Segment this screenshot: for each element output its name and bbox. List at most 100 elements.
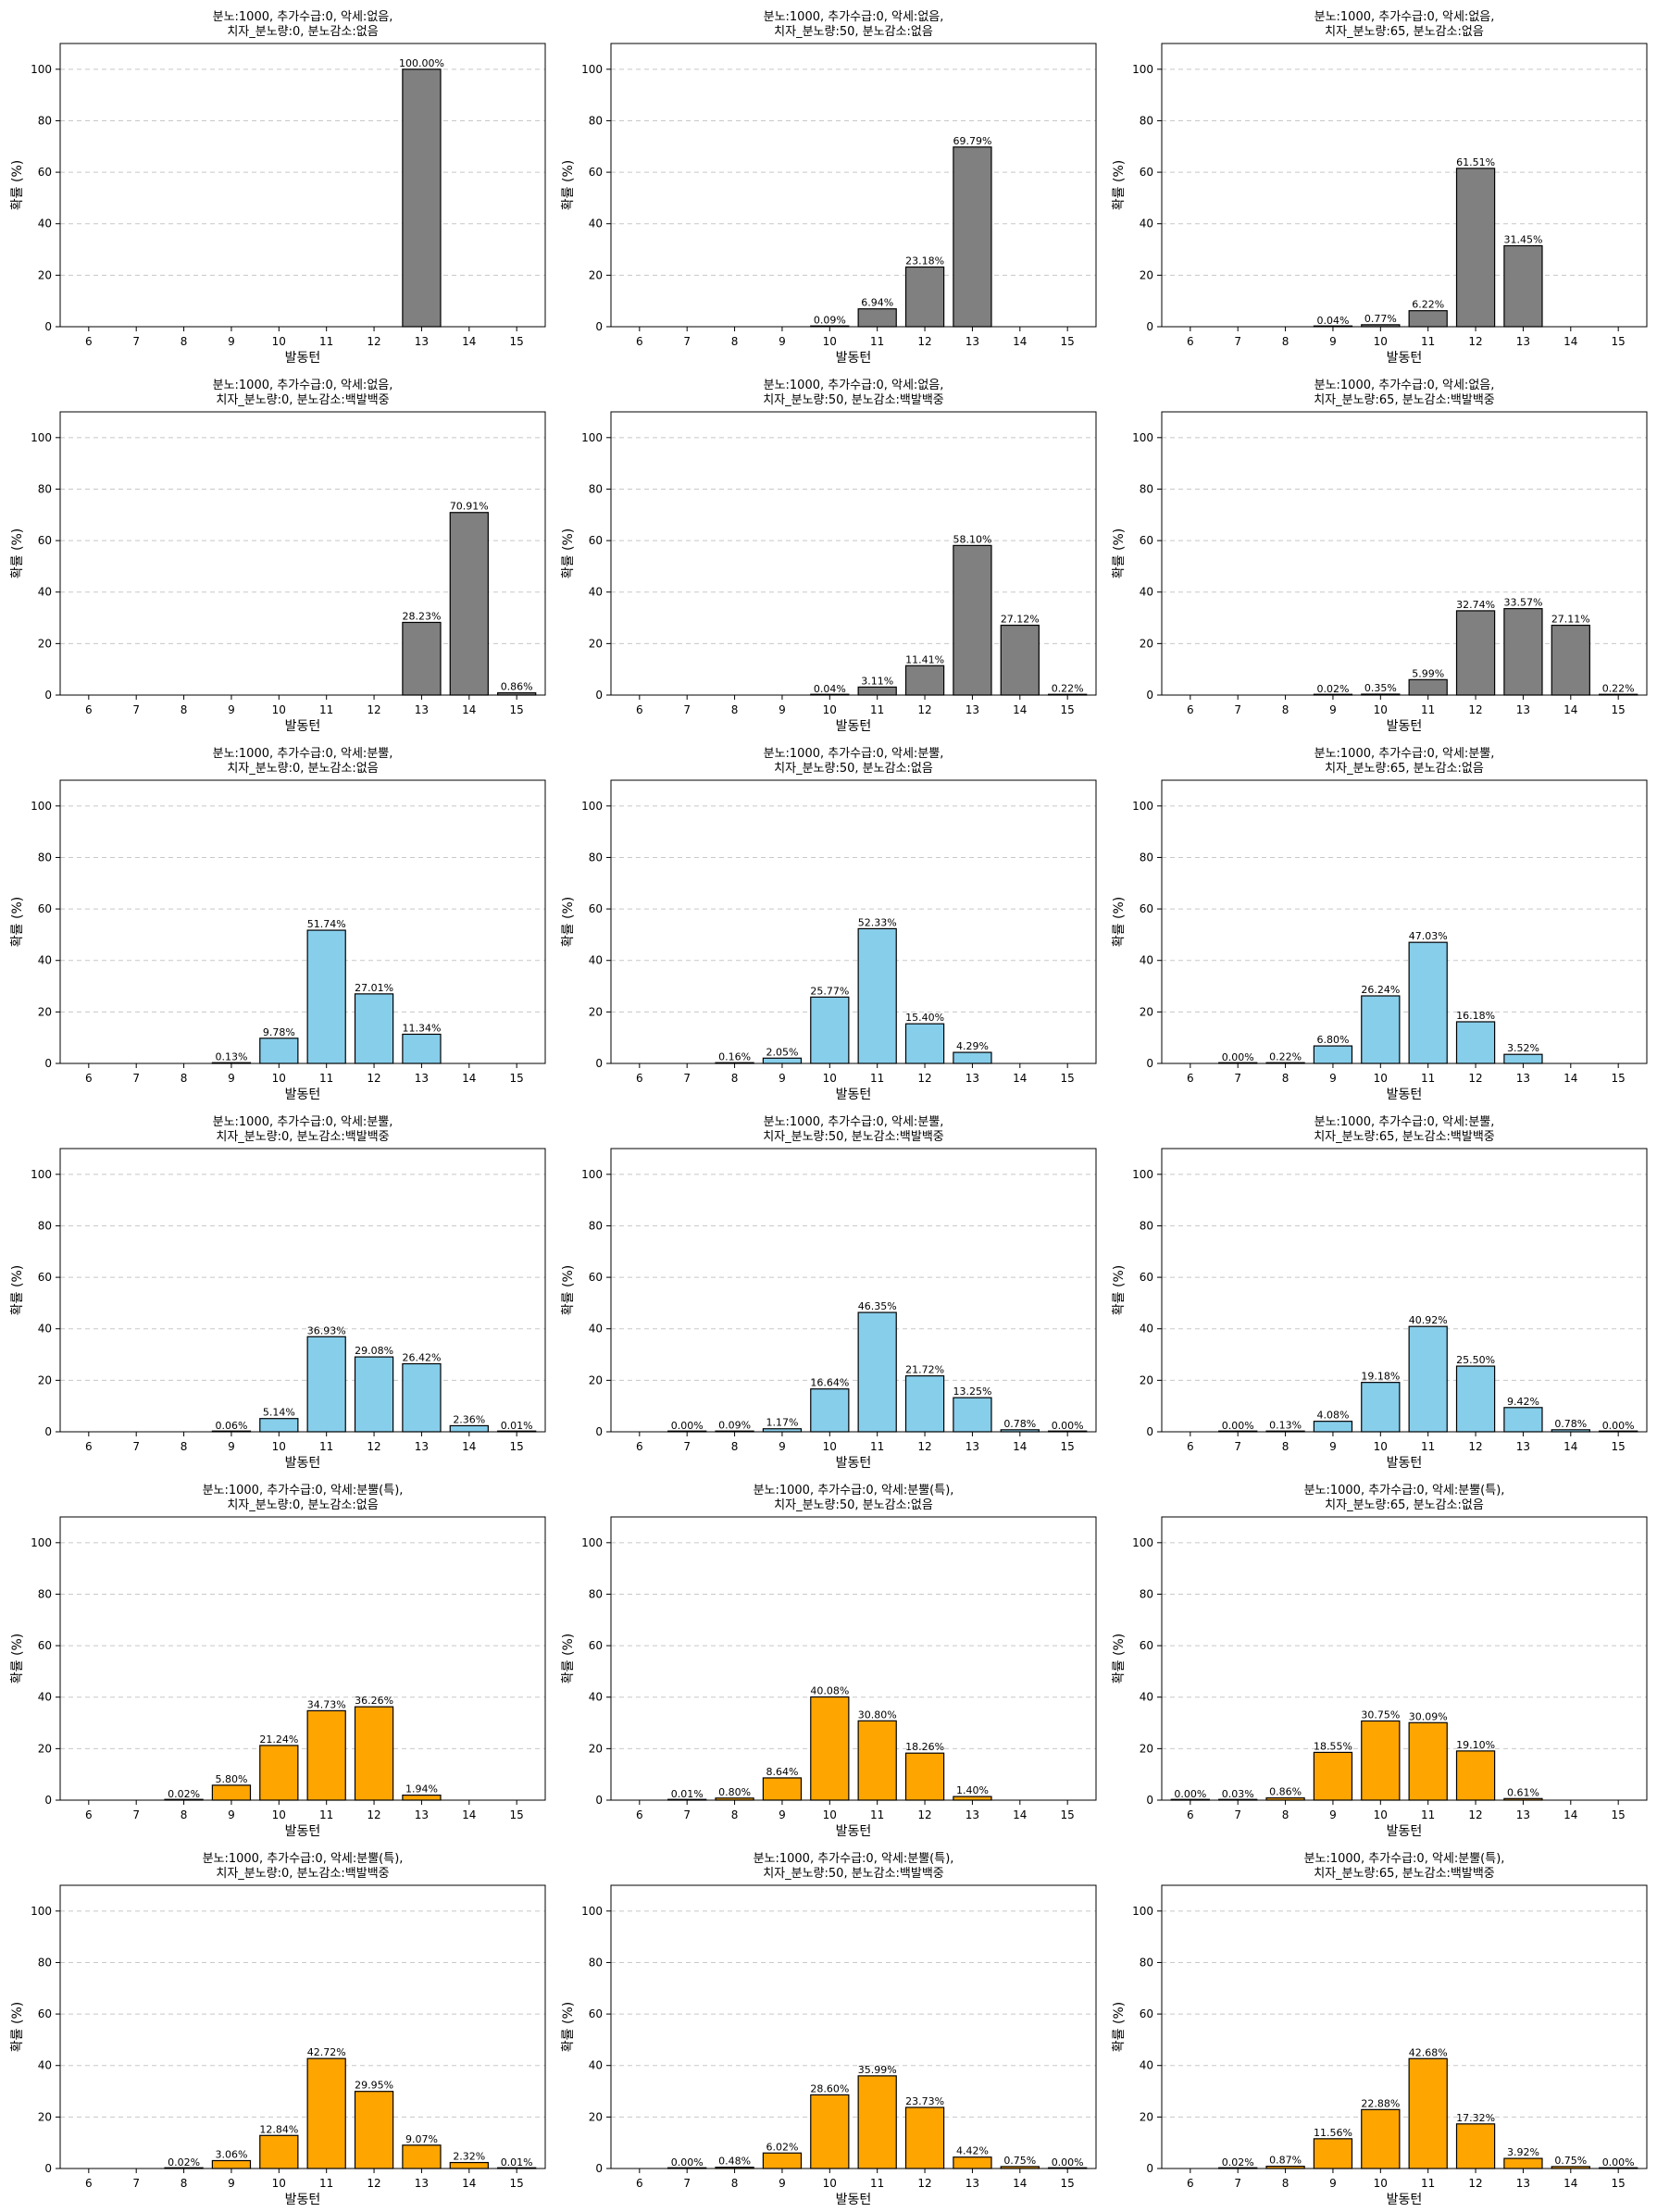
y-axis-label: 확률 (%): [10, 897, 25, 947]
bar-value-label: 23.73%: [905, 2095, 944, 2107]
y-axis-label: 확률 (%): [1112, 1634, 1127, 1684]
x-tick-label: 10: [1374, 1072, 1388, 1085]
bar-value-label: 0.02%: [1316, 683, 1349, 695]
y-tick-label: 60: [38, 534, 52, 547]
y-tick-label: 40: [589, 2059, 603, 2072]
bar: [1503, 244, 1543, 328]
bar: [1408, 2057, 1448, 2169]
bar-value-label: 26.24%: [1361, 984, 1400, 996]
y-axis-label: 확률 (%): [10, 1634, 25, 1684]
y-tick-label: 0: [44, 2162, 52, 2175]
y-axis-label: 확률 (%): [1112, 160, 1127, 210]
bar: [402, 1362, 442, 1433]
bar-value-label: 0.01%: [671, 1788, 704, 1800]
x-tick-label: 6: [636, 1808, 643, 1821]
y-tick-label: 40: [589, 217, 603, 230]
x-tick-label: 11: [1421, 1808, 1435, 1821]
x-tick-label: 10: [272, 1440, 286, 1453]
bar: [211, 2159, 252, 2169]
x-tick-label: 6: [636, 1072, 643, 1085]
bar-value-label: 1.17%: [766, 1417, 798, 1429]
y-tick-label: 20: [1140, 1742, 1153, 1755]
x-tick-label: 15: [1612, 703, 1626, 716]
x-tick-label: 13: [1516, 2177, 1530, 2190]
bar-value-label: 25.77%: [810, 985, 849, 997]
y-tick-label: 0: [44, 689, 52, 702]
bar: [1313, 1045, 1353, 1064]
bar-value-label: 11.56%: [1314, 2127, 1352, 2139]
bar-value-label: 23.18%: [905, 255, 944, 267]
bar: [762, 2152, 803, 2169]
bar-value-label: 0.02%: [1222, 2156, 1254, 2169]
y-tick-label: 80: [1140, 1956, 1153, 1969]
y-tick-label: 0: [595, 1425, 603, 1438]
x-tick-label: 13: [415, 703, 429, 716]
subplot-title-line1: 분노:1000, 추가수급:0, 악세:분뿔(특),: [1304, 1484, 1505, 1497]
bar-value-label: 42.68%: [1409, 2046, 1448, 2058]
bar-value-label: 0.00%: [1602, 1420, 1635, 1432]
y-tick-label: 60: [589, 166, 603, 179]
y-tick-label: 60: [589, 2007, 603, 2020]
bar-value-label: 28.60%: [810, 2082, 849, 2094]
bar: [402, 2144, 442, 2169]
x-tick-label: 14: [462, 1808, 476, 1821]
y-tick-label: 0: [1146, 1425, 1153, 1438]
bar-value-label: 0.22%: [1602, 682, 1635, 694]
x-tick-label: 15: [1061, 335, 1075, 348]
bar: [402, 621, 442, 696]
bar-value-label: 58.10%: [953, 533, 991, 545]
x-tick-label: 11: [1421, 1440, 1435, 1453]
y-axis-label: 확률 (%): [1112, 528, 1127, 578]
x-tick-label: 15: [1061, 1808, 1075, 1821]
axes-frame: [1161, 1884, 1648, 2169]
axes-frame: [610, 1148, 1097, 1433]
subplot-14: 분노:1000, 추가수급:0, 악세:분뿔(특),치자_분노량:50, 분노감…: [561, 1484, 1097, 1839]
x-tick-label: 13: [966, 335, 979, 348]
x-tick-label: 12: [367, 703, 380, 716]
x-tick-label: 10: [1374, 1808, 1388, 1821]
y-tick-label: 60: [589, 902, 603, 915]
x-tick-label: 7: [132, 2177, 140, 2190]
y-axis-label: 확률 (%): [10, 1265, 25, 1315]
bar-value-label: 0.04%: [814, 683, 846, 695]
bar: [1408, 941, 1448, 1064]
x-tick-label: 13: [415, 2177, 429, 2190]
bar: [1503, 608, 1543, 696]
bar: [1455, 1365, 1496, 1433]
bar: [1408, 1325, 1448, 1433]
x-tick-label: 9: [779, 1440, 786, 1453]
x-tick-label: 15: [1061, 703, 1075, 716]
y-tick-label: 40: [589, 954, 603, 967]
x-tick-label: 9: [1329, 1072, 1337, 1085]
x-tick-label: 10: [823, 703, 837, 716]
x-axis-label: 발동턴: [836, 719, 872, 734]
bar: [904, 1374, 945, 1433]
bar-value-label: 30.09%: [1409, 1710, 1448, 1722]
y-tick-label: 40: [38, 954, 52, 967]
subplot-11: 분노:1000, 추가수급:0, 악세:분뿔,치자_분노량:50, 분노감소:백…: [561, 1115, 1097, 1471]
y-tick-label: 100: [1132, 63, 1153, 76]
bar-value-label: 4.42%: [956, 2145, 989, 2157]
x-tick-label: 6: [636, 1440, 643, 1453]
y-axis-label: 확률 (%): [10, 2002, 25, 2052]
subplot-18: 분노:1000, 추가수급:0, 악세:분뿔(특),치자_분노량:65, 분노감…: [1112, 1852, 1648, 2207]
x-tick-label: 14: [1564, 1440, 1577, 1453]
x-tick-label: 10: [1374, 1440, 1388, 1453]
x-tick-label: 11: [1421, 703, 1435, 716]
bar-value-label: 2.36%: [453, 1413, 485, 1425]
x-tick-label: 8: [181, 703, 188, 716]
bar-value-label: 28.23%: [402, 610, 441, 622]
axes-frame: [1161, 43, 1648, 328]
bar: [402, 1795, 442, 1801]
y-tick-label: 20: [589, 1005, 603, 1018]
y-tick-label: 100: [581, 431, 603, 444]
x-tick-label: 12: [917, 1072, 931, 1085]
y-tick-label: 60: [1140, 1271, 1153, 1284]
y-tick-label: 0: [595, 1057, 603, 1070]
y-tick-label: 20: [1140, 1005, 1153, 1018]
x-tick-label: 7: [1234, 2177, 1241, 2190]
bar-value-label: 1.94%: [405, 1783, 438, 1796]
y-tick-label: 20: [38, 1373, 52, 1386]
x-tick-label: 7: [683, 1440, 691, 1453]
subplot-13: 분노:1000, 추가수급:0, 악세:분뿔(특),치자_분노량:0, 분노감소…: [10, 1484, 546, 1839]
